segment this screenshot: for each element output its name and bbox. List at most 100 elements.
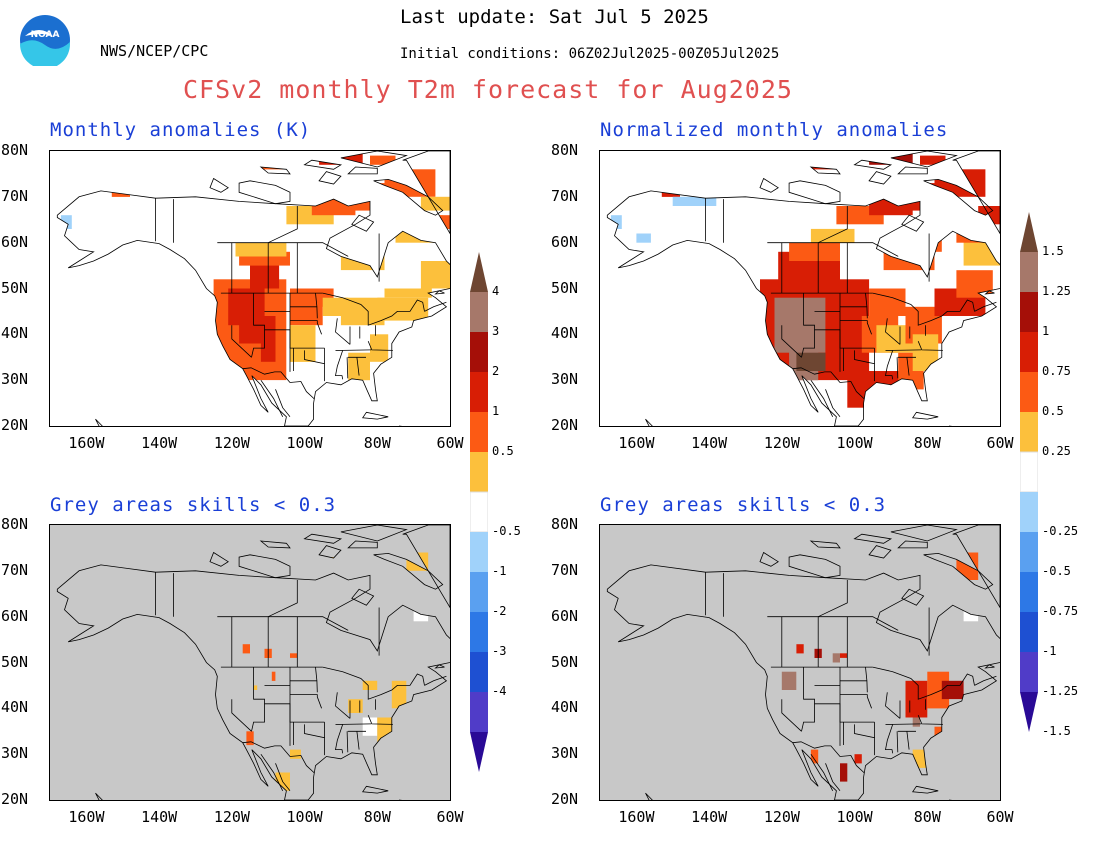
lat-tick-label: 40N (551, 324, 579, 343)
anomaly-cell (781, 671, 797, 690)
colorbar-segment (1020, 412, 1038, 452)
colorbar-label: 0.5 (492, 444, 514, 458)
colorbar-label: 2 (492, 364, 500, 378)
border-line (892, 349, 922, 351)
border-line (801, 293, 815, 358)
border-line (275, 389, 291, 418)
border-line (767, 616, 899, 631)
lon-tick-label: 120W (213, 434, 250, 452)
map-skill-anomaly (49, 524, 451, 801)
colorbar-label: 1.5 (1042, 244, 1064, 258)
anomaly-cell (840, 763, 848, 782)
colorbar-segment (1020, 532, 1038, 572)
lon-tick-label: 140W (691, 434, 728, 452)
lon-tick-label: 80W (913, 434, 941, 452)
lon-tick-label: 160W (68, 434, 105, 452)
coastline (238, 180, 291, 205)
border-line (231, 699, 252, 732)
panel-normalized-svg (600, 151, 1000, 426)
anomaly-cell (370, 334, 389, 362)
lon-tick-label: 120W (213, 808, 250, 826)
coastline (897, 540, 928, 549)
coastlines-and-borders (606, 525, 1000, 800)
border-line (885, 692, 901, 719)
landmass (923, 179, 993, 216)
colorbar-label: 1 (492, 404, 500, 418)
colorbar-segment (1020, 292, 1038, 332)
border-line (260, 753, 284, 791)
colorbar-label: 1.25 (1042, 284, 1071, 298)
coastline (952, 151, 1000, 235)
colorbar-segment (1020, 572, 1038, 612)
lat-tick-label: 30N (551, 744, 579, 763)
lon-tick-label: 80W (363, 434, 391, 452)
border-line (242, 367, 315, 400)
lat-tick-label: 80N (551, 515, 579, 533)
anomaly-cell (253, 685, 258, 690)
lon-tick-label: 140W (691, 808, 728, 826)
coastline (645, 792, 653, 800)
lon-tick-label: 80W (913, 808, 941, 826)
border-line (885, 724, 894, 754)
border-line (242, 741, 315, 774)
coastline (911, 785, 939, 794)
lat-tick-label: 20N (551, 790, 579, 808)
border-line (315, 667, 318, 693)
anomaly-cell (941, 680, 964, 700)
coastline (868, 545, 892, 559)
lat-tick-label: 70N (551, 186, 579, 205)
map-skill-normalized (599, 524, 1001, 801)
border-line (865, 293, 868, 319)
lat-tick-label: 60N (551, 232, 579, 251)
border-line (251, 667, 265, 732)
colorbar-label: -2 (492, 604, 507, 618)
lat-tick-label: 80N (1, 515, 29, 533)
panel-anomaly-svg (50, 151, 450, 426)
border-line (896, 357, 899, 379)
map-normalized (599, 150, 1001, 427)
border-line (322, 666, 425, 700)
border-line (885, 318, 901, 345)
lat-tick-label: 20N (551, 416, 579, 434)
landmass (362, 412, 389, 420)
border-line (872, 666, 975, 700)
anomaly-cell (420, 261, 450, 289)
coastline (868, 171, 892, 185)
colorbar-label: -1.5 (1042, 724, 1071, 738)
border-line (251, 293, 265, 358)
colorbar-segment (470, 652, 488, 692)
colorbar-label: 0.75 (1042, 364, 1071, 378)
border-line (356, 731, 360, 750)
border-line (896, 731, 899, 753)
colorbar-normalized: 1.5 1.25 1 0.75 0.5 0.25 -0.25 -0.5 -0.75 -1 -1.25… (1020, 212, 1100, 742)
colorbar-segment (1020, 332, 1038, 372)
agency-label: NWS/NCEP/CPC (100, 42, 209, 60)
border-line (264, 329, 325, 349)
main-title: CFSv2 monthly T2m forecast for Aug2025 (183, 75, 793, 104)
lat-tick-label: 20N (1, 790, 29, 808)
anomaly-cell (348, 699, 363, 713)
anomaly-cell (796, 644, 804, 654)
coastline (318, 545, 342, 559)
lon-tick-label: 60W (436, 434, 464, 452)
colorbar-label: -1 (1042, 644, 1057, 658)
anomaly-cell (60, 215, 72, 229)
anomaly-cell (672, 196, 717, 206)
lat-tick-label: 30N (551, 370, 579, 389)
colorbar-top-arrow (1020, 212, 1038, 252)
noaa-logo: NOAA (19, 14, 71, 69)
border-line (231, 325, 252, 358)
coastline (318, 171, 342, 185)
colorbar-segment (1020, 372, 1038, 412)
border-line (974, 675, 997, 686)
lat-tick-label: 40N (551, 698, 579, 717)
border-line (335, 692, 351, 719)
lon-tick-label: 80W (363, 808, 391, 826)
anomaly-field (781, 552, 979, 782)
border-line (322, 292, 425, 326)
anomaly-cell (224, 343, 261, 367)
lon-tick-label: 160W (618, 434, 655, 452)
anomaly-cell (290, 653, 298, 658)
colorbar-segment (470, 612, 488, 652)
lat-tick-label: 40N (1, 324, 29, 343)
